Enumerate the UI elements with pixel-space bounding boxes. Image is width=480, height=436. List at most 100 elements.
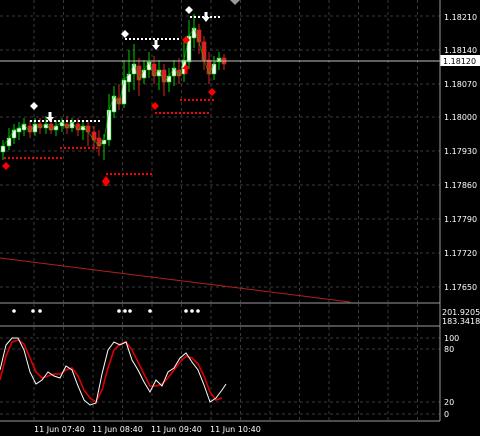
signal-diamond xyxy=(30,102,38,110)
arrow-down xyxy=(202,12,210,22)
stochastic-level: 20 xyxy=(444,398,454,407)
stop-dot xyxy=(40,157,42,159)
signal-diamond xyxy=(208,88,216,96)
price-tick: 1.18140 xyxy=(444,46,477,55)
indicator-dot xyxy=(128,309,132,313)
stop-dot xyxy=(96,147,98,149)
stop-dot xyxy=(218,16,220,18)
stop-dot xyxy=(159,112,161,114)
candle-bull xyxy=(106,109,112,141)
candles xyxy=(0,14,227,160)
price-tick: 1.18070 xyxy=(444,80,477,89)
stop-dot xyxy=(194,16,196,18)
time-label: 11 Jun 08:40 xyxy=(92,425,143,434)
indicator-dot xyxy=(12,309,16,313)
candle-bull xyxy=(0,145,6,153)
candle-bear xyxy=(27,125,33,133)
candle-bull xyxy=(211,63,217,75)
stop-dot xyxy=(122,173,124,175)
indicator-dots xyxy=(12,309,200,313)
stop-dot xyxy=(98,120,100,122)
stop-dot xyxy=(30,120,32,122)
price-axis: 1.18210 1.18140 1.18070 1.18000 1.17930 … xyxy=(444,13,477,292)
stop-dot xyxy=(145,38,147,40)
stop-dot xyxy=(125,38,127,40)
stop-dot xyxy=(4,157,6,159)
stop-dot xyxy=(171,112,173,114)
stop-dot xyxy=(84,147,86,149)
time-label: 11 Jun 10:40 xyxy=(210,425,261,434)
indicator-dot xyxy=(117,309,121,313)
stop-dot xyxy=(88,147,90,149)
stop-dot xyxy=(62,120,64,122)
stop-dot xyxy=(157,38,159,40)
stop-dot xyxy=(24,157,26,159)
stochastic-pane[interactable]: 100 80 20 0 xyxy=(0,327,459,420)
signal-diamond xyxy=(2,162,10,170)
stop-dot xyxy=(134,173,136,175)
main-price-pane[interactable]: 1.18210 1.18140 1.18070 1.18000 1.17930 … xyxy=(0,0,480,303)
price-tick: 1.17860 xyxy=(444,181,477,190)
stop-dot xyxy=(60,157,62,159)
stop-dot xyxy=(177,38,179,40)
stop-dot xyxy=(58,120,60,122)
candle-bull xyxy=(11,129,17,139)
chart-shift-marker[interactable] xyxy=(230,0,240,5)
stop-dot xyxy=(167,112,169,114)
stop-dot xyxy=(32,157,34,159)
stop-dot xyxy=(64,147,66,149)
stop-dot xyxy=(214,16,216,18)
stop-dot xyxy=(183,112,185,114)
indicator-dot xyxy=(190,309,194,313)
stop-dot xyxy=(208,99,210,101)
stop-dot xyxy=(204,99,206,101)
current-price-badge: 1.18120 xyxy=(440,55,480,66)
indicator-dot xyxy=(123,309,127,313)
candle-bull xyxy=(6,137,12,147)
stop-dot xyxy=(191,112,193,114)
stop-dot xyxy=(137,38,139,40)
time-label: 11 Jun 07:40 xyxy=(34,425,85,434)
stop-dot xyxy=(126,173,128,175)
stop-dot xyxy=(78,120,80,122)
candle-bull xyxy=(171,67,177,77)
candle-bull xyxy=(141,69,147,79)
stop-dot xyxy=(36,157,38,159)
stop-dot xyxy=(86,120,88,122)
stop-dot xyxy=(141,38,143,40)
price-tick: 1.17930 xyxy=(444,147,477,156)
stop-dot xyxy=(82,120,84,122)
stop-dot xyxy=(50,120,52,122)
indicator-value: 201.9205 xyxy=(442,308,480,317)
stop-dot xyxy=(130,173,132,175)
indicator-dot xyxy=(31,309,35,313)
stop-dot xyxy=(74,120,76,122)
arrow-up xyxy=(102,176,110,186)
indicator-dot xyxy=(196,309,200,313)
stop-dot xyxy=(184,99,186,101)
stop-dot xyxy=(114,173,116,175)
stop-dot xyxy=(106,173,108,175)
stop-dot xyxy=(187,112,189,114)
candle-bear xyxy=(85,125,91,133)
stop-dot xyxy=(203,112,205,114)
stop-dot xyxy=(169,38,171,40)
stop-dot xyxy=(12,157,14,159)
indicator-pane[interactable]: 201.9205 183.3418 xyxy=(12,304,480,326)
stop-dot xyxy=(146,173,148,175)
stop-dot xyxy=(94,120,96,122)
candle-bull xyxy=(53,125,59,131)
stop-dot xyxy=(118,173,120,175)
stop-dot xyxy=(173,38,175,40)
signal-diamond xyxy=(121,30,129,38)
price-tick: 1.17720 xyxy=(444,249,477,258)
arrow-down xyxy=(46,112,54,122)
stop-dot xyxy=(66,120,68,122)
current-price-badge-bg xyxy=(440,55,480,66)
candle-bear xyxy=(196,29,202,43)
trend-line[interactable] xyxy=(0,257,351,303)
stop-dot xyxy=(76,147,78,149)
stop-dot xyxy=(90,120,92,122)
stop-dot xyxy=(44,157,46,159)
